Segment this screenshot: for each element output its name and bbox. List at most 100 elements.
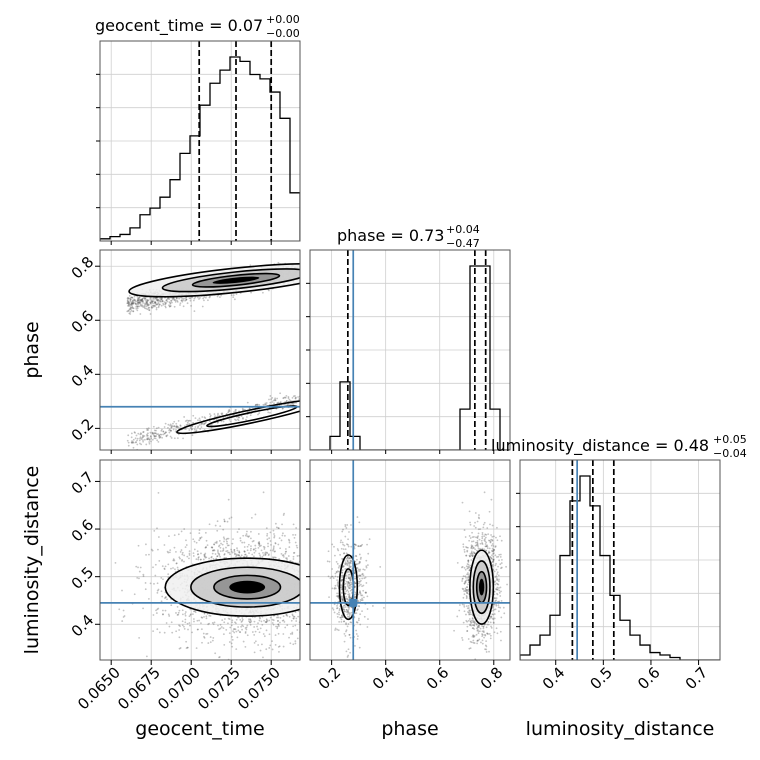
sample-point	[251, 553, 254, 556]
sample-point	[227, 410, 230, 413]
sample-point	[194, 611, 197, 614]
sample-point	[142, 575, 145, 578]
sample-point	[131, 296, 134, 299]
sample-point	[362, 584, 365, 587]
sample-point	[289, 632, 292, 635]
sample-point	[226, 540, 228, 543]
sample-point	[366, 564, 369, 566]
sample-point	[180, 299, 183, 302]
sample-point	[145, 300, 147, 302]
sample-point	[467, 590, 470, 593]
sample-point	[268, 647, 271, 649]
sample-point	[196, 619, 199, 622]
sample-point	[272, 548, 275, 551]
sample-point	[214, 541, 217, 544]
sample-point	[234, 409, 237, 412]
sample-point	[246, 530, 248, 533]
sample-point	[347, 571, 350, 573]
sample-point	[492, 552, 494, 555]
sample-point	[141, 298, 143, 301]
sample-point	[247, 618, 250, 621]
sample-point	[150, 300, 153, 303]
sample-point	[169, 424, 172, 427]
sample-point	[136, 305, 139, 308]
sample-point	[263, 403, 266, 406]
sample-point	[149, 435, 152, 437]
sample-point	[237, 616, 240, 619]
sample-point	[199, 537, 202, 540]
sample-point	[277, 616, 280, 619]
sample-point	[190, 305, 192, 307]
sample-point	[147, 429, 150, 431]
sample-point	[162, 613, 164, 616]
sample-point	[228, 410, 231, 412]
sample-point	[268, 619, 271, 622]
sample-point	[181, 559, 183, 562]
sample-point	[202, 632, 205, 635]
sample-point	[170, 425, 173, 428]
sample-point	[349, 579, 352, 581]
sample-point	[134, 441, 137, 444]
sample-point	[157, 441, 160, 443]
sample-point	[212, 557, 215, 560]
sample-point	[186, 421, 189, 424]
sample-point	[177, 433, 180, 436]
sample-point	[261, 555, 264, 558]
sample-point	[242, 625, 245, 628]
sample-point	[246, 416, 248, 418]
sample-point	[138, 299, 141, 301]
sample-point	[152, 300, 155, 302]
sample-point	[361, 577, 364, 580]
sample-point	[469, 523, 472, 526]
sample-point	[256, 403, 259, 406]
sample-point	[258, 619, 261, 622]
sample-point	[131, 306, 134, 309]
sample-point	[274, 542, 277, 544]
sample-point	[142, 435, 144, 438]
sample-point	[362, 574, 365, 577]
sample-point	[167, 426, 169, 429]
sample-point	[484, 538, 486, 540]
sample-point	[155, 298, 158, 301]
sample-point	[242, 640, 245, 643]
sample-point	[222, 536, 225, 539]
sample-point	[243, 541, 246, 544]
sample-point	[215, 540, 218, 543]
sample-point	[202, 558, 205, 561]
sample-point	[214, 415, 216, 418]
sample-point	[163, 432, 166, 435]
sample-point	[273, 399, 276, 402]
sample-point	[155, 427, 158, 430]
sample-point	[198, 424, 201, 426]
sample-point	[191, 631, 193, 634]
sample-point	[160, 433, 163, 436]
sample-point	[186, 646, 189, 649]
sample-point	[188, 550, 191, 553]
sample-point	[177, 426, 180, 429]
sample-point	[481, 633, 483, 635]
sample-point	[213, 549, 216, 552]
sample-point	[264, 553, 267, 556]
sample-point	[146, 438, 149, 440]
sample-point	[196, 553, 199, 556]
sample-point	[127, 296, 129, 299]
sample-point	[346, 543, 348, 546]
sample-point	[164, 596, 167, 599]
sample-point	[476, 541, 479, 544]
sample-point	[131, 299, 134, 302]
sample-point	[253, 626, 256, 628]
sample-point	[340, 586, 343, 589]
sample-point	[145, 443, 148, 446]
sample-point	[204, 531, 207, 534]
sample-point	[463, 610, 466, 613]
sample-point	[466, 620, 469, 623]
sample-point	[169, 549, 172, 551]
sample-point	[199, 296, 201, 299]
sample-point	[143, 296, 145, 299]
sample-point	[205, 615, 208, 618]
sample-point	[219, 550, 222, 552]
sample-point	[185, 647, 188, 649]
sample-point	[468, 539, 471, 542]
sample-point	[217, 624, 219, 627]
sample-point	[170, 426, 173, 429]
